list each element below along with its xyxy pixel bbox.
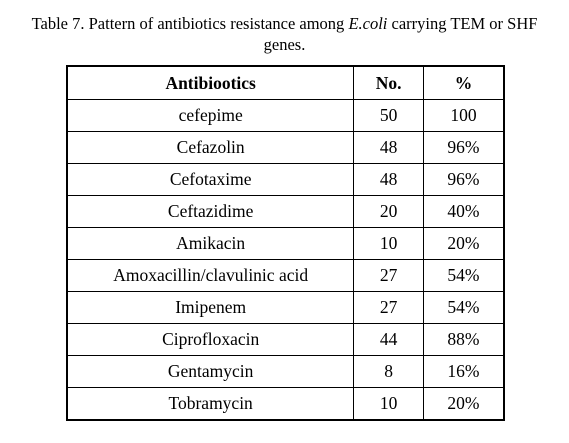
table-cell: Ceftazidime — [66, 195, 355, 228]
table-cell: 48 — [353, 163, 424, 196]
table-row: Cefotaxime 48 96% — [66, 163, 505, 196]
table-cell: 10 — [353, 387, 424, 421]
table-cell: 50 — [353, 99, 424, 132]
table-cell: 16% — [422, 355, 505, 388]
caption-text: Table 7. Pattern of antibiotics resistan… — [31, 14, 349, 33]
table-cell: Amikacin — [66, 227, 355, 260]
table-row: Amoxacillin/clavulinic acid 27 54% — [66, 259, 505, 292]
table-cell: 20 — [353, 195, 424, 228]
table-cell: Cefotaxime — [66, 163, 355, 196]
table-row: Amikacin 10 20% — [66, 227, 505, 260]
table-cell: 54% — [422, 259, 505, 292]
table-row: Ceftazidime 20 40% — [66, 195, 505, 228]
table-cell: 27 — [353, 259, 424, 292]
table-cell: 10 — [353, 227, 424, 260]
caption-italic: E.coli — [348, 14, 388, 33]
table-row: Gentamycin 8 16% — [66, 355, 505, 388]
table-cell: Amoxacillin/clavulinic acid — [66, 259, 355, 292]
table-cell: Gentamycin — [66, 355, 355, 388]
table-row: Ciprofloxacin 44 88% — [66, 323, 505, 356]
table-cell: 96% — [422, 131, 505, 164]
table-cell: 100 — [422, 99, 505, 132]
caption: Table 7. Pattern of antibiotics resistan… — [12, 13, 557, 55]
table-cell: Tobramycin — [66, 387, 355, 421]
table-cell: 20% — [422, 387, 505, 421]
table-cell: 96% — [422, 163, 505, 196]
table-cell: 40% — [422, 195, 505, 228]
table-cell: 44 — [353, 323, 424, 356]
header-cell: No. — [353, 65, 424, 100]
table-cell: 8 — [353, 355, 424, 388]
table-cell: 88% — [422, 323, 505, 356]
table-cell: cefepime — [66, 99, 355, 132]
table-cell: Ciprofloxacin — [66, 323, 355, 356]
header-cell: % — [422, 65, 505, 100]
table-cell: 20% — [422, 227, 505, 260]
header-cell: Antibiootics — [66, 65, 355, 100]
table-cell: 54% — [422, 291, 505, 324]
table-cell: Cefazolin — [66, 131, 355, 164]
table-cell: Imipenem — [66, 291, 355, 324]
table-cell: 27 — [353, 291, 424, 324]
data-table: Antibiootics No.% cefepime 50 100 Cefazolin 4… — [66, 65, 505, 421]
table-row: cefepime 50 100 — [66, 99, 505, 132]
table-body: cefepime 50 100 Cefazolin 48 96% Cefotaxime 48 9… — [66, 99, 505, 421]
table-row: Cefazolin 48 96% — [66, 131, 505, 164]
caption-text: carrying TEM or SHF genes. — [263, 14, 538, 54]
table-row: Tobramycin 10 20% — [66, 387, 505, 421]
header-row: Antibiootics No.% — [66, 65, 505, 100]
table-row: Imipenem 27 54% — [66, 291, 505, 324]
table-cell: 48 — [353, 131, 424, 164]
